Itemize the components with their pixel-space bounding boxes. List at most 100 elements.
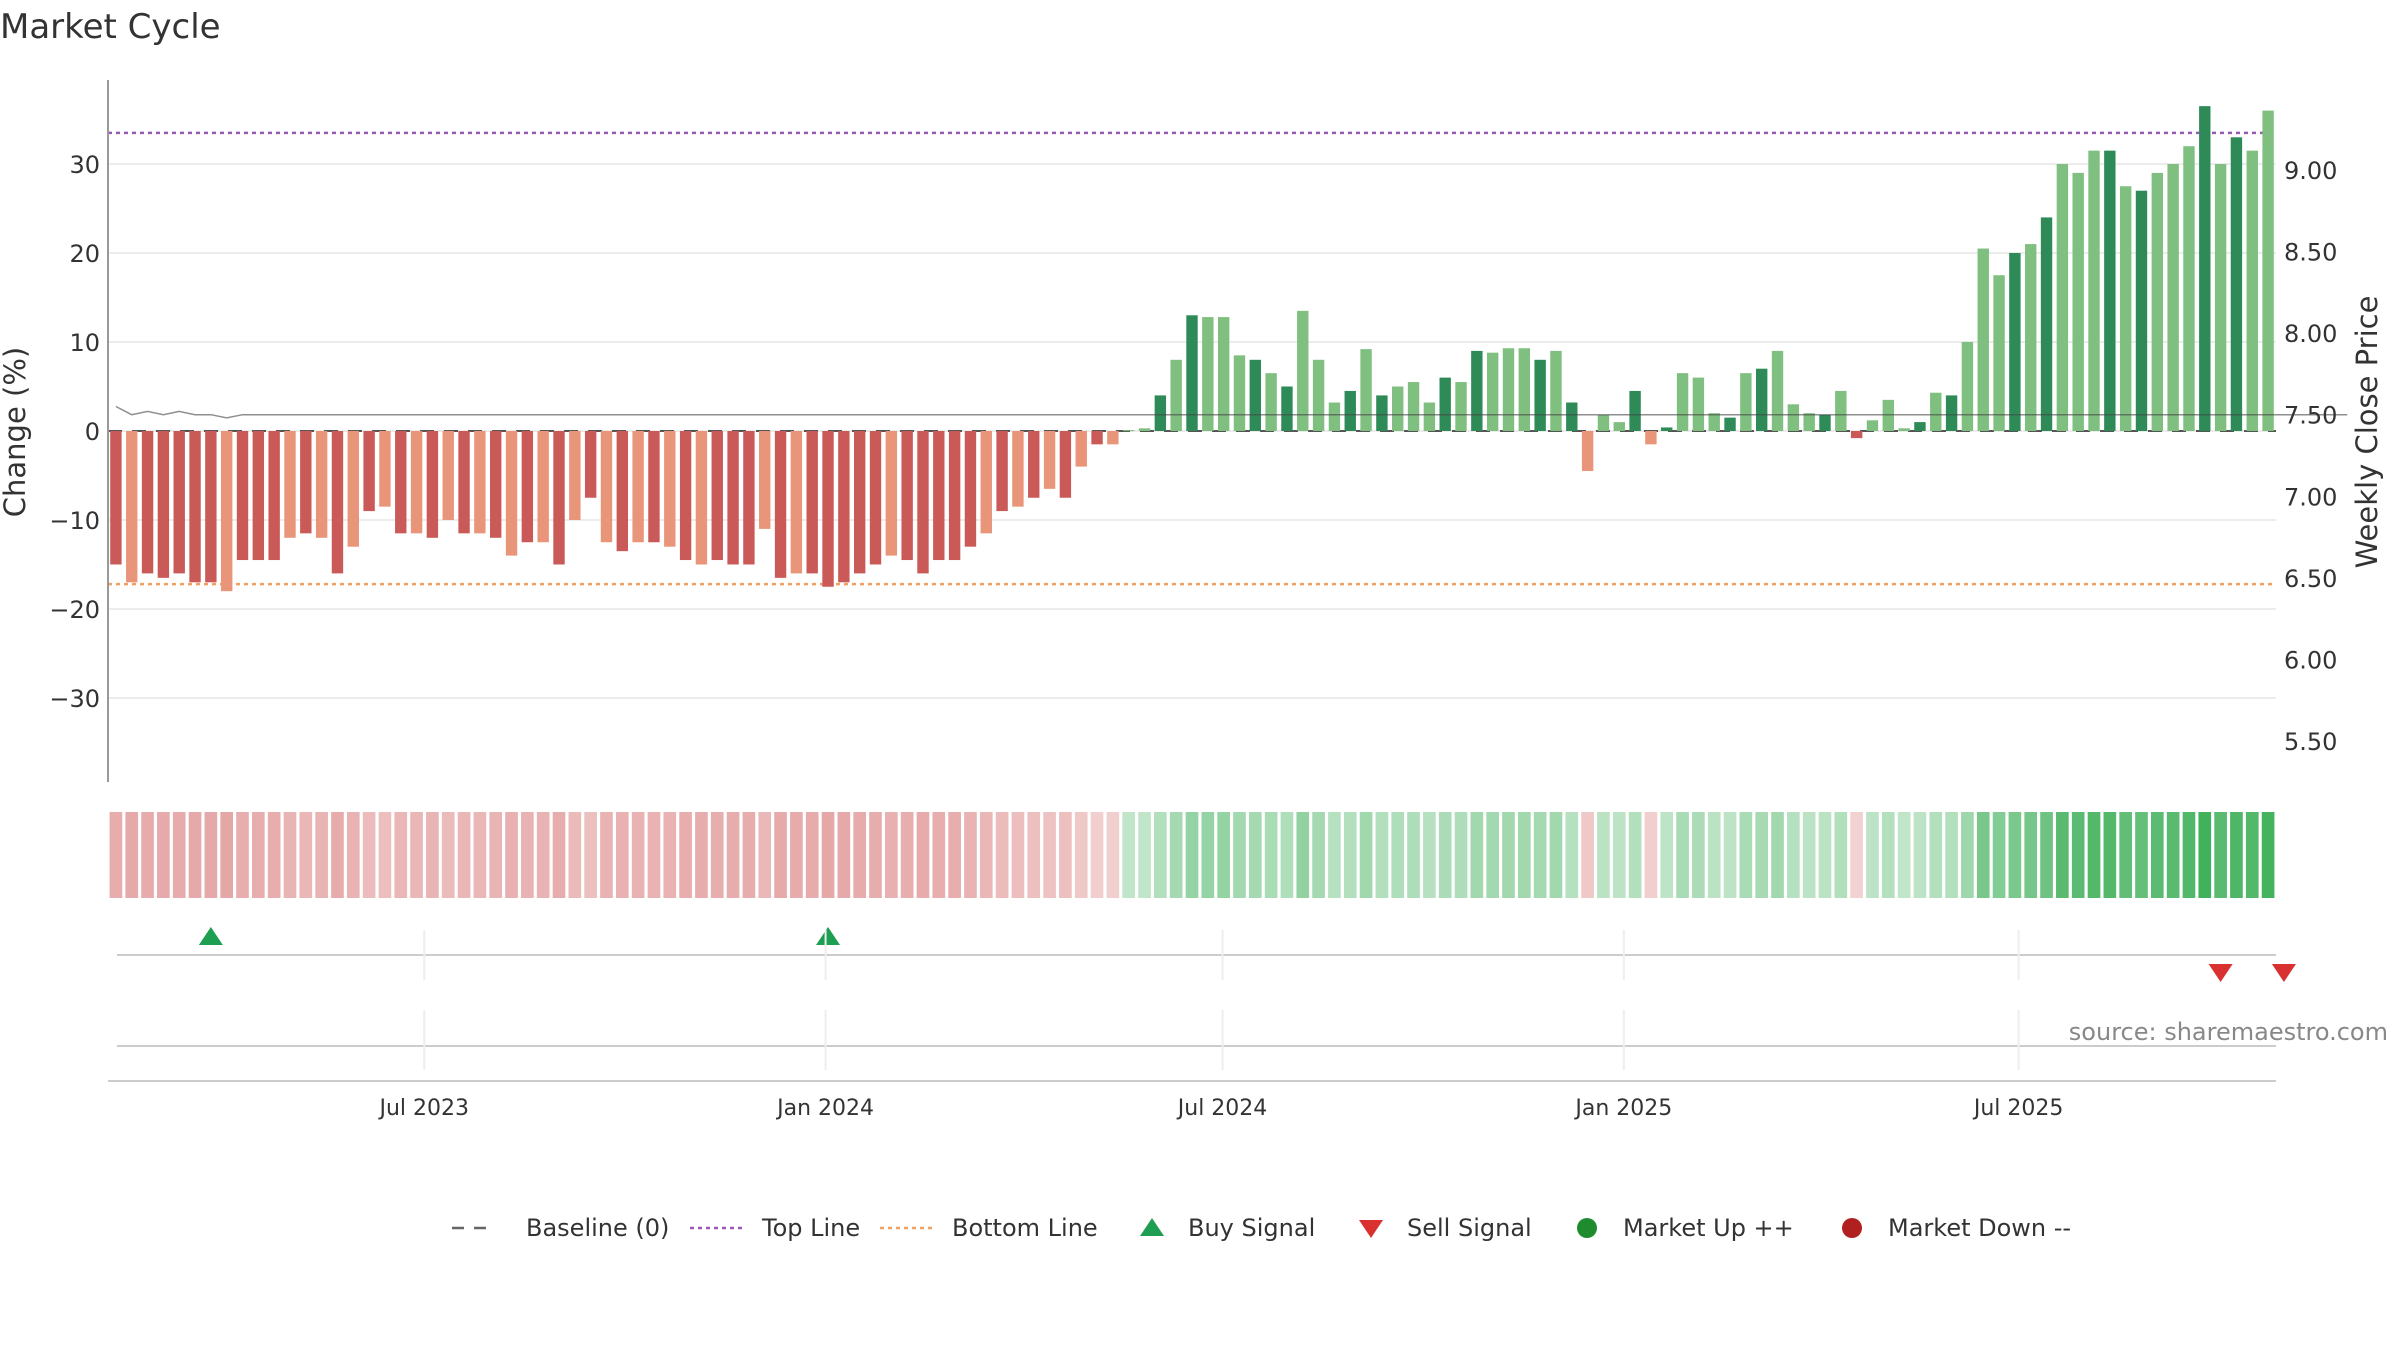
heat-cell-5: [188, 812, 202, 898]
heat-cell-15: [346, 812, 360, 898]
bar-115: [1930, 392, 1942, 431]
heat-cell-53: [948, 812, 961, 898]
bar-12: [300, 431, 312, 534]
bar-111: [1866, 420, 1879, 431]
bar-66: [1154, 395, 1167, 431]
bar-58: [1028, 431, 1040, 498]
bar-103: [1740, 373, 1752, 431]
bar-5: [189, 431, 201, 583]
signal-panel-grid: [108, 930, 2276, 1082]
bar-32: [616, 431, 629, 552]
bar-6: [205, 431, 217, 583]
heat-cell-118: [1976, 812, 1990, 898]
bar-97: [1645, 431, 1657, 445]
bar-65: [1138, 428, 1151, 431]
bar-41: [759, 431, 771, 529]
signal-panel: [198, 927, 2296, 982]
bar-88: [1502, 348, 1515, 431]
heat-cell-22: [457, 812, 471, 898]
bar-90: [1534, 359, 1546, 431]
heat-cell-97: [1644, 812, 1658, 898]
bar-116: [1945, 395, 1958, 431]
price-series: [115, 405, 2348, 419]
bar-108: [1819, 414, 1831, 431]
heat-cell-21: [441, 812, 455, 898]
heat-cell-35: [663, 812, 677, 898]
heat-cell-28: [552, 812, 566, 898]
bar-82: [1407, 382, 1420, 431]
heat-cell-46: [837, 812, 851, 898]
heat-cell-75: [1296, 812, 1310, 898]
y2-tick-label-0: 9.00: [2284, 157, 2337, 185]
bar-75: [1297, 310, 1309, 431]
heat-cell-1: [125, 812, 139, 898]
heat-cell-31: [600, 812, 613, 898]
heat-cell-125: [2087, 812, 2101, 898]
heat-cell-30: [584, 812, 597, 898]
heat-cell-117: [1961, 812, 1974, 898]
y-axis-ticks: 30 20 10 0 −10 −20 −30: [49, 151, 100, 713]
bar-118: [1977, 248, 1989, 431]
heat-cell-115: [1929, 812, 1943, 898]
bar-127: [2119, 186, 2132, 431]
heat-cell-0: [109, 812, 123, 898]
bar-9: [252, 431, 265, 561]
x-axis-ticks: Jul 2023 Jan 2024 Jul 2024 Jan 2025 Jul 2025: [377, 1096, 2063, 1121]
bar-24: [490, 431, 502, 538]
bar-51: [917, 431, 929, 574]
y-tick-label-5: −20: [49, 596, 100, 624]
heat-cell-37: [695, 812, 708, 898]
bar-81: [1392, 386, 1404, 431]
y2-tick-label-1: 8.50: [2284, 238, 2337, 266]
bar-29: [569, 431, 581, 520]
y-tick-label-2: 10: [69, 329, 100, 357]
bar-59: [1043, 431, 1056, 489]
heat-cell-33: [631, 812, 645, 898]
y2-tick-label-5: 6.50: [2284, 565, 2337, 593]
heat-cell-101: [1707, 812, 1721, 898]
heat-cell-52: [932, 812, 946, 898]
heat-cell-43: [790, 812, 803, 898]
heat-cell-113: [1897, 812, 1911, 898]
heat-cell-2: [141, 812, 154, 898]
bar-10: [268, 431, 280, 561]
legend-label-1: Top Line: [761, 1214, 860, 1242]
bar-14: [331, 431, 344, 574]
heat-cell-85: [1454, 812, 1468, 898]
heat-cell-54: [964, 812, 977, 898]
bar-87: [1486, 352, 1499, 431]
heat-cell-123: [2056, 812, 2069, 898]
heat-cell-56: [995, 812, 1009, 898]
bar-109: [1835, 390, 1847, 431]
bar-4: [173, 431, 185, 574]
bar-57: [1012, 431, 1024, 507]
bar-52: [933, 431, 945, 561]
bar-101: [1708, 413, 1720, 431]
heat-cell-90: [1533, 812, 1547, 898]
legend-label-3: Buy Signal: [1188, 1214, 1315, 1242]
bar-series: [110, 106, 2274, 592]
heat-cell-59: [1043, 812, 1056, 898]
legend-item-1: Top Line: [690, 1214, 860, 1242]
chart-title: Market Cycle: [0, 7, 221, 47]
y-tick-label-0: 30: [69, 151, 100, 179]
bar-104: [1755, 368, 1768, 431]
heat-cell-104: [1755, 812, 1769, 898]
bar-30: [584, 431, 597, 498]
heat-cell-72: [1248, 812, 1262, 898]
bar-17: [379, 431, 391, 507]
bar-42: [774, 431, 787, 578]
bar-64: [1123, 430, 1135, 432]
bar-20: [426, 431, 439, 538]
legend-label-2: Bottom Line: [952, 1214, 1098, 1242]
bar-122: [2040, 217, 2053, 431]
heat-cell-19: [410, 812, 423, 898]
heat-cell-103: [1739, 812, 1753, 898]
bar-113: [1898, 428, 1910, 431]
bar-95: [1613, 422, 1625, 431]
heat-cell-93: [1581, 812, 1594, 898]
heat-cell-16: [362, 812, 376, 898]
legend-swatch-sell: [1359, 1220, 1383, 1238]
heat-cell-107: [1802, 812, 1816, 898]
heat-cell-50: [900, 812, 914, 898]
